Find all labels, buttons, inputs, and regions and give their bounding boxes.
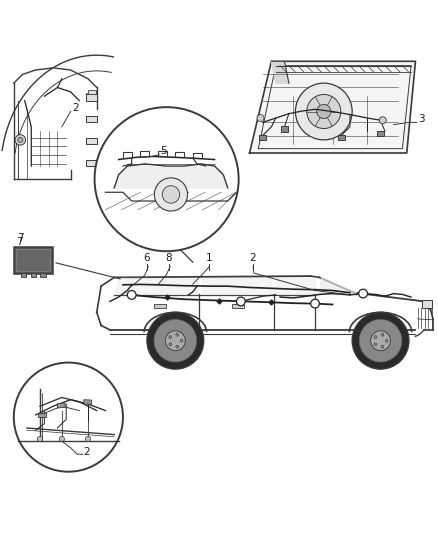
- Circle shape: [85, 437, 91, 441]
- Circle shape: [59, 437, 64, 441]
- Bar: [338, 135, 345, 140]
- Text: 3: 3: [418, 115, 424, 124]
- Polygon shape: [272, 61, 289, 83]
- Circle shape: [359, 319, 402, 362]
- Polygon shape: [114, 278, 197, 294]
- Circle shape: [18, 138, 23, 142]
- Circle shape: [14, 362, 123, 472]
- Bar: [40, 273, 46, 277]
- Circle shape: [169, 343, 172, 346]
- Bar: [423, 300, 432, 308]
- Bar: [86, 94, 97, 101]
- Polygon shape: [201, 278, 272, 294]
- Circle shape: [374, 336, 377, 338]
- Circle shape: [37, 437, 42, 441]
- Bar: [232, 304, 244, 308]
- Text: 1: 1: [206, 253, 213, 263]
- Circle shape: [237, 297, 245, 306]
- Circle shape: [166, 331, 185, 351]
- Circle shape: [95, 107, 239, 251]
- Circle shape: [352, 312, 409, 369]
- Text: 2: 2: [250, 253, 256, 263]
- Circle shape: [127, 290, 136, 299]
- Polygon shape: [114, 164, 228, 188]
- Circle shape: [180, 340, 183, 342]
- Bar: [153, 304, 166, 308]
- Circle shape: [381, 345, 384, 348]
- Circle shape: [257, 115, 264, 122]
- Bar: [88, 90, 96, 94]
- Bar: [38, 413, 46, 417]
- Text: 2: 2: [73, 103, 79, 113]
- Circle shape: [317, 104, 331, 119]
- FancyBboxPatch shape: [16, 249, 50, 271]
- Bar: [259, 135, 266, 140]
- Circle shape: [374, 343, 377, 346]
- Circle shape: [15, 135, 25, 145]
- Circle shape: [381, 333, 384, 336]
- Circle shape: [307, 94, 341, 128]
- Circle shape: [176, 333, 179, 336]
- Circle shape: [295, 83, 352, 140]
- Circle shape: [154, 178, 187, 211]
- Circle shape: [154, 319, 197, 362]
- Text: 8: 8: [166, 253, 172, 263]
- Text: 7: 7: [16, 237, 23, 247]
- Circle shape: [379, 117, 386, 124]
- Bar: [86, 160, 97, 166]
- Circle shape: [147, 312, 204, 369]
- Bar: [57, 403, 65, 408]
- Text: 2: 2: [84, 447, 90, 457]
- Circle shape: [176, 345, 179, 348]
- Text: 5: 5: [160, 146, 167, 156]
- Polygon shape: [321, 277, 357, 294]
- Circle shape: [385, 340, 388, 342]
- Bar: [86, 116, 97, 123]
- Polygon shape: [276, 278, 315, 294]
- Bar: [281, 126, 288, 132]
- Bar: [86, 138, 97, 144]
- Circle shape: [162, 185, 180, 203]
- Bar: [377, 131, 384, 136]
- Polygon shape: [250, 61, 416, 153]
- Bar: [84, 400, 92, 405]
- Circle shape: [359, 289, 367, 298]
- Bar: [31, 273, 36, 277]
- Circle shape: [311, 299, 319, 308]
- Circle shape: [371, 331, 391, 351]
- FancyBboxPatch shape: [14, 247, 53, 274]
- Text: 6: 6: [144, 253, 150, 263]
- Text: 7: 7: [17, 233, 24, 244]
- Bar: [21, 273, 26, 277]
- Circle shape: [169, 336, 172, 338]
